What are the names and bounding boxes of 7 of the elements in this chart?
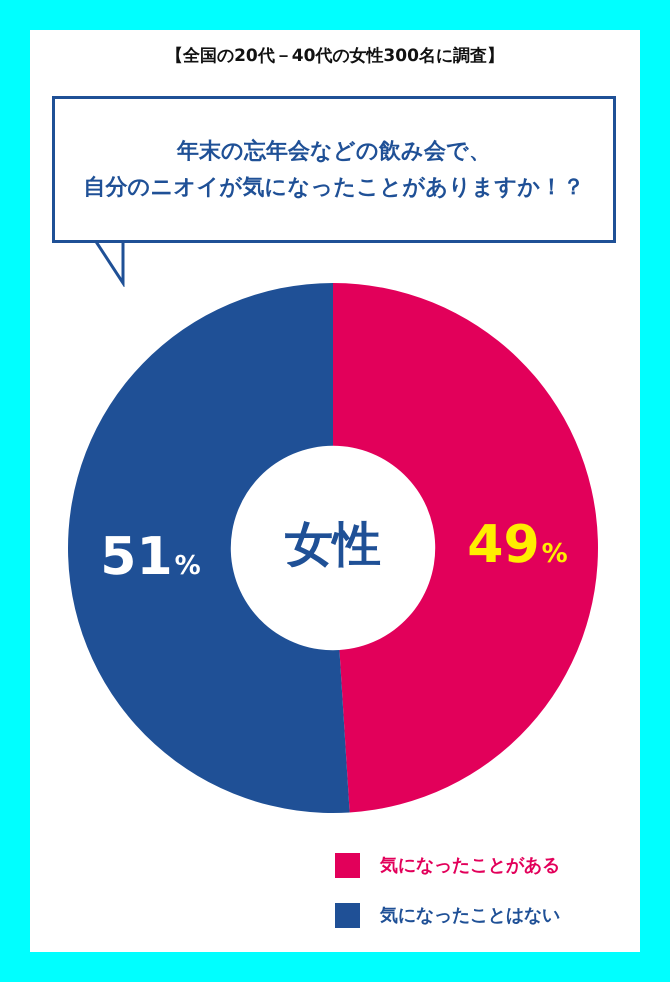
chart-title: 【全国の20代－40代の女性300名に調査】 [165, 45, 505, 67]
data-label: 49% [467, 515, 568, 576]
legend-label: 気になったことはない [380, 904, 560, 927]
data-label: 51% [100, 526, 201, 587]
legend-label: 気になったことがある [380, 854, 560, 877]
text: 女性 [285, 516, 381, 572]
chart-subtitle: 年末の忘年会などの飲み会で、自分のニオイが気になったことがありますか！？ [82, 138, 586, 202]
